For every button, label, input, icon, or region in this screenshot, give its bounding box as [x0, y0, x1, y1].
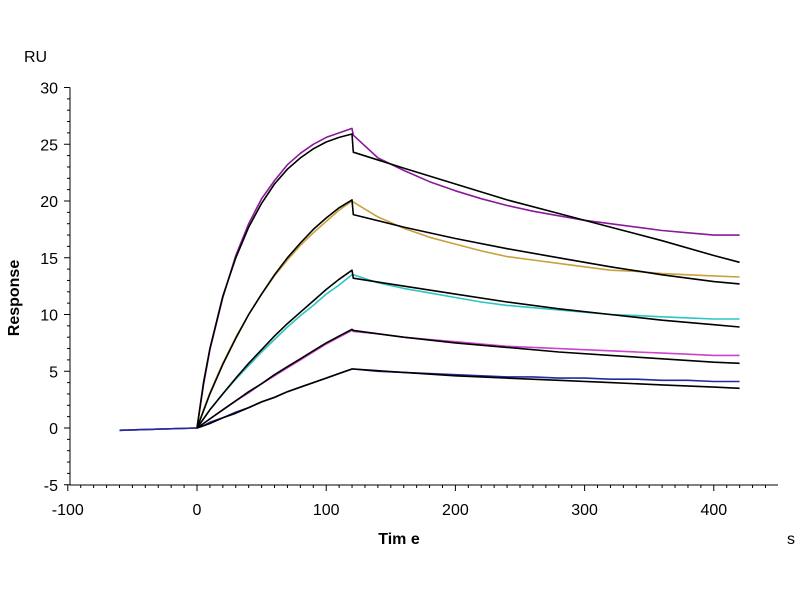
fit-curve-7	[196, 199, 740, 429]
fit-curve-8	[196, 269, 740, 429]
y-axis-title: Response	[6, 260, 23, 337]
y-tick-label: -5	[44, 478, 58, 495]
fit-curve-6	[196, 133, 740, 429]
y-tick-label: 15	[40, 251, 58, 268]
response-curve-1	[119, 127, 740, 432]
x-tick-label: 300	[571, 502, 598, 519]
x-tick-label: 100	[313, 502, 340, 519]
x-tick-label: 0	[193, 502, 202, 519]
fit-curve-10	[196, 368, 740, 429]
y-tick-label: 5	[49, 364, 58, 381]
y-unit-label: RU	[24, 49, 47, 66]
x-unit-label: s	[787, 531, 795, 548]
x-tick-label: -100	[52, 502, 84, 519]
x-tick-label: 400	[700, 502, 727, 519]
y-tick-label: 0	[49, 421, 58, 438]
response-curve-5	[119, 368, 740, 432]
y-tick-label: 30	[40, 81, 58, 98]
axes-layer: -5 0 5 10 15 20 25 30 -100 0 100 200 300 400	[40, 81, 778, 519]
y-tick-label: 20	[40, 194, 58, 211]
x-axis-title: Tim e	[378, 531, 420, 548]
y-tick-label: 25	[40, 137, 58, 154]
fit-curve-9	[196, 328, 740, 429]
x-tick-label: 200	[442, 502, 469, 519]
series-layer	[119, 127, 740, 432]
y-tick-label: 10	[40, 308, 58, 325]
